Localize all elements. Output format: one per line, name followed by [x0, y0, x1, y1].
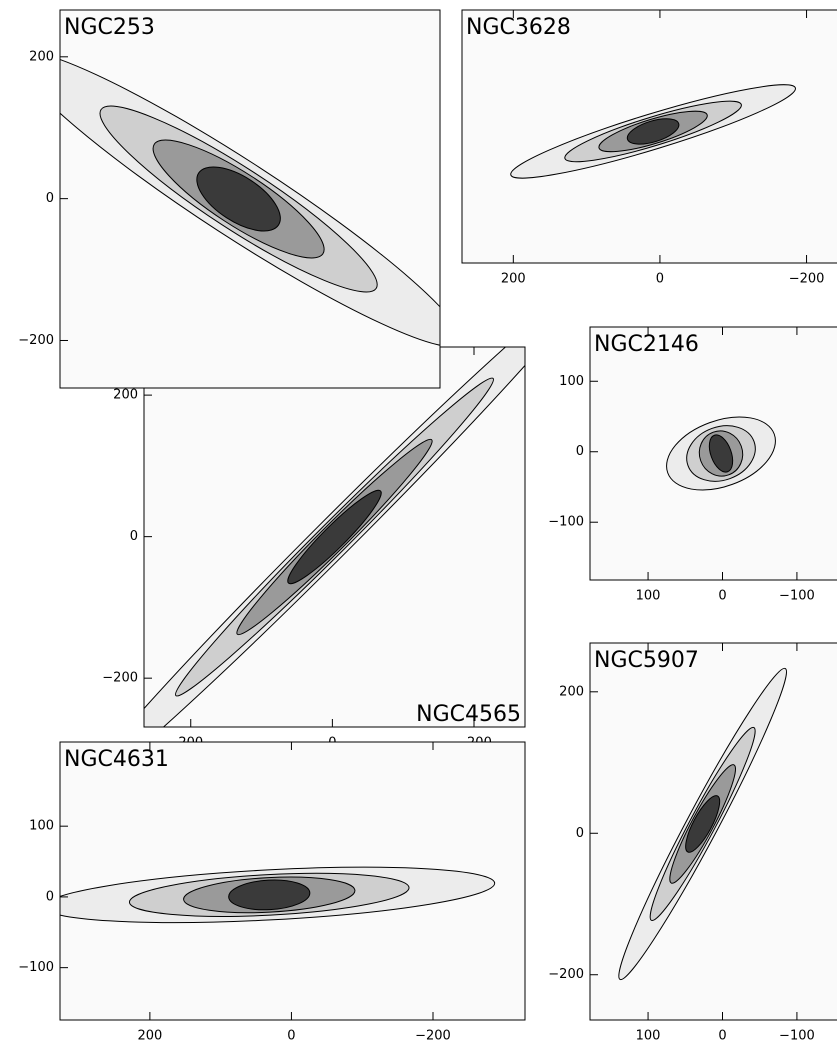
galaxy-label: NGC4631 [64, 747, 169, 772]
galaxy-label: NGC253 [64, 15, 155, 40]
galaxy-label: NGC5907 [594, 648, 699, 673]
panel: 200 0 −200 NGC253 [0, 10, 481, 388]
x-tick-label: 100 [636, 589, 661, 604]
galaxy-label: NGC3628 [466, 15, 571, 40]
y-tick-label: −200 [548, 967, 584, 982]
x-tick-label: −100 [779, 1029, 815, 1044]
y-tick-label: 100 [559, 374, 584, 389]
x-tick-label: 200 [501, 272, 526, 287]
panel: 200 0 −200 NGC3628 [462, 10, 837, 287]
figure: 2000−2002000−200NGC45652000−200NGC253200… [0, 0, 837, 1049]
galaxy-label: NGC2146 [594, 332, 699, 357]
y-tick-label: −100 [18, 960, 54, 975]
y-tick-label: 0 [576, 826, 584, 841]
panel: 100 0 −100 100 0 −100 NGC2146 [548, 327, 837, 604]
y-tick-label: −200 [102, 671, 138, 686]
x-tick-label: −100 [779, 589, 815, 604]
x-tick-label: 0 [656, 272, 664, 287]
y-tick-label: 0 [46, 889, 54, 904]
y-tick-label: 200 [113, 388, 138, 403]
y-tick-label: 0 [576, 444, 584, 459]
y-tick-label: 100 [29, 819, 54, 834]
y-tick-label: −100 [548, 515, 584, 530]
x-tick-label: −200 [415, 1029, 451, 1044]
panel: 200 0 −200 100 0 −100 NGC4631 [18, 742, 525, 1044]
galaxy-label: NGC4565 [416, 702, 521, 727]
x-tick-label: 0 [718, 1029, 726, 1044]
x-tick-label: 0 [718, 589, 726, 604]
y-tick-label: 200 [29, 49, 54, 64]
y-tick-label: 0 [130, 529, 138, 544]
x-tick-label: 0 [287, 1029, 295, 1044]
x-tick-label: −200 [789, 272, 825, 287]
panel: 100 0 −100 200 0 −200 NGC5907 [548, 643, 837, 1044]
y-tick-label: −200 [18, 333, 54, 348]
y-tick-label: 200 [559, 684, 584, 699]
x-tick-label: 100 [636, 1029, 661, 1044]
y-tick-label: 0 [46, 191, 54, 206]
x-tick-label: 200 [137, 1029, 162, 1044]
